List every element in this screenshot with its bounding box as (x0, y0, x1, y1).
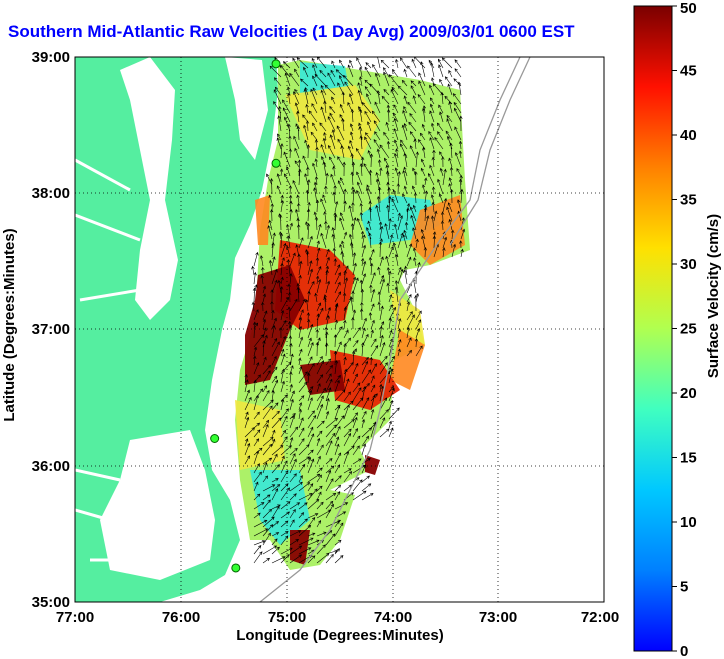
x-tick-label: 75:00 (268, 609, 306, 626)
velocity-zone-orange (255, 195, 465, 390)
velocity-field (235, 60, 470, 570)
colorbar-tick-label: 35 (680, 192, 697, 209)
velocity-zone-darkred (245, 265, 380, 565)
colorbar-tick-label: 25 (680, 321, 697, 338)
grid-lines (75, 57, 604, 602)
colorbar-tick-label: 15 (680, 450, 697, 467)
velocity-zone-red (275, 240, 400, 410)
y-axis-label: Latitude (Degrees:Minutes) (1, 228, 18, 421)
radar-station-marker (210, 434, 220, 443)
y-axis: 39:00 38:00 37:00 36:00 35:00 Latitude (… (1, 49, 70, 611)
colorbar-tick-label: 30 (680, 256, 697, 273)
colorbar-tick-label: 40 (680, 127, 697, 144)
colorbar-tick-label: 5 (680, 579, 688, 596)
map-title: Southern Mid-Atlantic Raw Velocities (1 … (8, 22, 575, 41)
x-tick-label: 76:00 (162, 609, 200, 626)
pamlico-sound (100, 430, 215, 580)
x-tick-label: 72:00 (581, 609, 619, 626)
delaware-bay (225, 57, 268, 160)
y-tick-label: 38:00 (32, 185, 70, 202)
x-axis: 77:00 76:00 75:00 74:00 73:00 72:00 Long… (56, 609, 619, 644)
x-tick-label: 77:00 (56, 609, 94, 626)
velocity-zone-green (235, 60, 470, 570)
colorbar-tick-label: 45 (680, 63, 697, 80)
x-axis-label: Longitude (Degrees:Minutes) (236, 627, 444, 644)
colorbar-tick-label: 50 (680, 0, 697, 17)
shelf-contour (259, 57, 521, 602)
colorbar-gradient (633, 5, 673, 652)
radar-station-marker (231, 563, 241, 573)
colorbar-tick-label: 0 (680, 643, 688, 659)
velocity-zone-yellow (235, 85, 425, 470)
x-tick-label: 73:00 (479, 609, 517, 626)
y-tick-label: 37:00 (32, 321, 70, 338)
radar-stations (210, 59, 281, 573)
colorbar-tick-label: 10 (680, 514, 697, 531)
radar-station-marker (271, 158, 281, 168)
shelf-contour-2 (449, 57, 531, 246)
x-tick-label: 74:00 (374, 609, 412, 626)
radar-station-marker (271, 59, 281, 69)
y-tick-label: 39:00 (32, 49, 70, 66)
colorbar-tick-label: 20 (680, 385, 697, 402)
chesapeake-bay (120, 57, 178, 320)
colorbar-label: Surface Velocity (cm/s) (705, 214, 722, 378)
y-tick-label: 36:00 (32, 458, 70, 475)
river-lines (75, 158, 141, 562)
y-tick-label: 35:00 (32, 594, 70, 611)
axes-frame (74, 56, 605, 603)
